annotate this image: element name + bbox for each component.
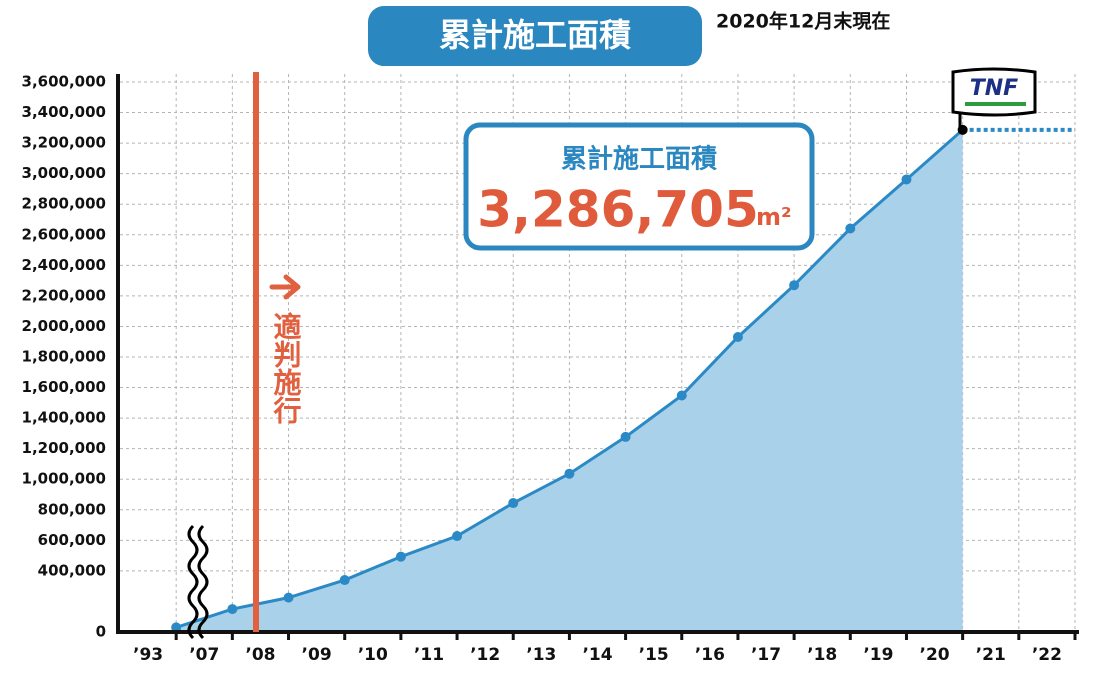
x-tick-label: ’22: [1032, 645, 1062, 665]
axis-break: [197, 524, 209, 640]
y-tick-label: 400,000: [38, 561, 106, 579]
x-tick-label: ’08: [245, 645, 275, 665]
total-value: 3,286,705: [477, 181, 759, 239]
y-tick-label: 2,200,000: [22, 286, 106, 304]
area: [176, 129, 963, 633]
x-tick-label: ’14: [582, 645, 612, 665]
total-box-title: 累計施工面積: [561, 144, 717, 175]
y-tick-label: 1,200,000: [22, 439, 106, 457]
chart-title: 累計施工面積: [439, 16, 631, 54]
x-tick-label: ’21: [976, 645, 1006, 665]
y-tick-label: 3,600,000: [22, 73, 106, 91]
data-point: [676, 390, 687, 401]
x-tick-label: ’18: [807, 645, 837, 665]
data-point: [508, 498, 519, 509]
event-arrow: [269, 274, 301, 300]
x-tick-label: ’16: [695, 645, 725, 665]
y-tick-label: 2,800,000: [22, 195, 106, 213]
y-tick-label: 600,000: [38, 531, 106, 549]
total-unit: m²: [756, 203, 792, 231]
y-tick-label: 3,400,000: [22, 103, 106, 121]
y-tick-label: 2,600,000: [22, 225, 106, 243]
chart-subtitle: 2020年12月末現在: [716, 10, 890, 33]
y-tick-label: 3,200,000: [22, 134, 106, 152]
event-label: 適判施行: [270, 311, 303, 424]
y-tick-label: 1,400,000: [22, 409, 106, 427]
x-tick-label: ’13: [526, 645, 556, 665]
x-tick-label: ’93: [133, 645, 163, 665]
data-point: [901, 174, 912, 185]
x-tick-label: ’07: [189, 645, 219, 665]
x-tick-label: ’17: [751, 645, 781, 665]
logo: TNF: [970, 76, 1018, 101]
x-tick-label: ’19: [863, 645, 893, 665]
data-point: [564, 468, 575, 479]
title-badge: [368, 6, 702, 66]
y-tick-label: 0: [96, 623, 106, 641]
data-point: [339, 575, 350, 586]
y-tick-label: 2,400,000: [22, 256, 106, 274]
axis-break: [187, 524, 199, 640]
x-tick-label: ’09: [302, 645, 332, 665]
x-tick-label: ’11: [414, 645, 444, 665]
data-point: [620, 431, 631, 442]
x-tick-label: ’10: [358, 645, 388, 665]
plot-area: 0 400,000 600,000 800,000 1,000,000 1,200,000…: [22, 73, 1079, 665]
total-box: [463, 122, 815, 251]
data-point: [845, 223, 856, 234]
y-tick-label: 800,000: [38, 500, 106, 518]
y-tick-label: 1,000,000: [22, 470, 106, 488]
data-point: [395, 551, 406, 562]
data-point: [452, 531, 463, 542]
y-tick-label: 1,600,000: [22, 378, 106, 396]
x-tick-label: ’20: [919, 645, 949, 665]
y-tick-label: 2,000,000: [22, 317, 106, 335]
annotations: 適判施行 累計施工面積 3,286,705 m² TNF: [187, 67, 1037, 640]
x-tick-label: ’15: [639, 645, 669, 665]
y-tick-label: 3,000,000: [22, 164, 106, 182]
x-tick-label: ’12: [470, 645, 500, 665]
data-point: [732, 331, 743, 342]
data-point: [227, 604, 238, 615]
data-point: [283, 592, 294, 603]
y-tick-label: 1,800,000: [22, 348, 106, 366]
data-point: [171, 622, 182, 633]
data-point: [789, 280, 800, 291]
